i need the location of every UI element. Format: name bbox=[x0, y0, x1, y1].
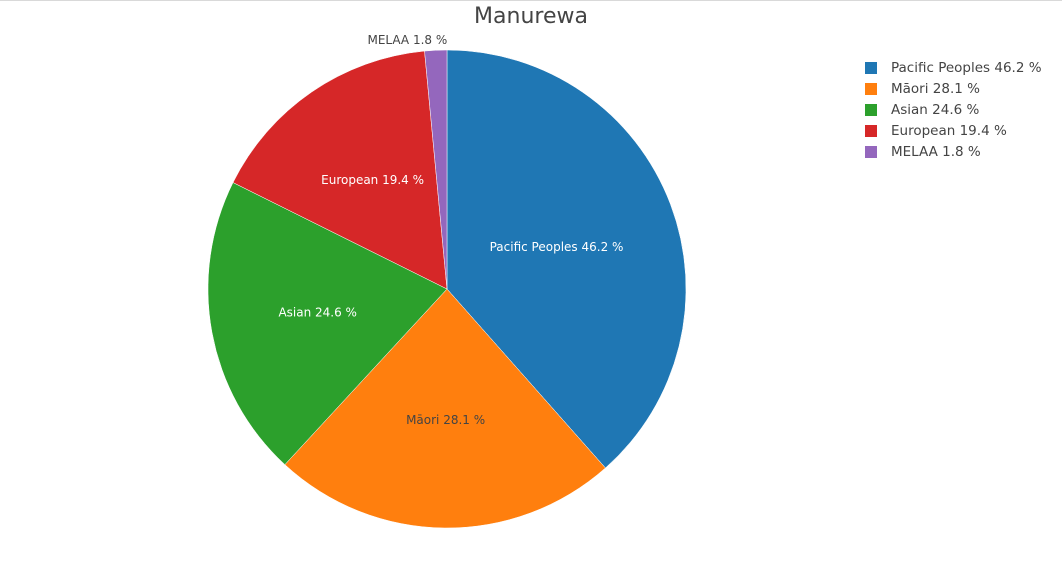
legend-item-asian[interactable]: Asian 24.6 % bbox=[865, 99, 1042, 120]
pie-slice-label: European 19.4 % bbox=[321, 173, 424, 187]
legend-swatch bbox=[865, 82, 877, 95]
legend-item-european[interactable]: European 19.4 % bbox=[865, 120, 1042, 141]
legend-swatch bbox=[865, 61, 877, 74]
legend-label: Māori 28.1 % bbox=[891, 80, 980, 97]
legend-label: European 19.4 % bbox=[891, 122, 1007, 139]
legend-item-melaa[interactable]: MELAA 1.8 % bbox=[865, 141, 1042, 162]
pie-slice-label: Māori 28.1 % bbox=[406, 413, 485, 427]
top-divider bbox=[0, 0, 1062, 1]
pie-slice-label: Asian 24.6 % bbox=[278, 305, 357, 319]
legend-swatch bbox=[865, 124, 877, 137]
pie-slice-pacific-peoples[interactable] bbox=[446, 49, 687, 469]
legend-item-pacific-peoples[interactable]: Pacific Peoples 46.2 % bbox=[865, 57, 1042, 78]
pie-slice-european[interactable] bbox=[232, 50, 448, 290]
pie-slice-m-ori[interactable] bbox=[284, 288, 606, 529]
pie-slice-melaa[interactable] bbox=[424, 49, 448, 290]
legend-swatch bbox=[865, 103, 877, 116]
pie-slice-asian[interactable] bbox=[207, 182, 448, 465]
legend-swatch bbox=[865, 145, 877, 158]
pie-slice-label: MELAA 1.8 % bbox=[367, 33, 447, 47]
legend-item-maori[interactable]: Māori 28.1 % bbox=[865, 78, 1042, 99]
legend-label: Asian 24.6 % bbox=[891, 101, 980, 118]
pie-slice-label: Pacific Peoples 46.2 % bbox=[490, 240, 624, 254]
legend: Pacific Peoples 46.2 % Māori 28.1 % Asia… bbox=[865, 57, 1042, 162]
legend-label: Pacific Peoples 46.2 % bbox=[891, 59, 1042, 76]
chart-title: Manurewa bbox=[474, 4, 588, 29]
legend-label: MELAA 1.8 % bbox=[891, 143, 981, 160]
